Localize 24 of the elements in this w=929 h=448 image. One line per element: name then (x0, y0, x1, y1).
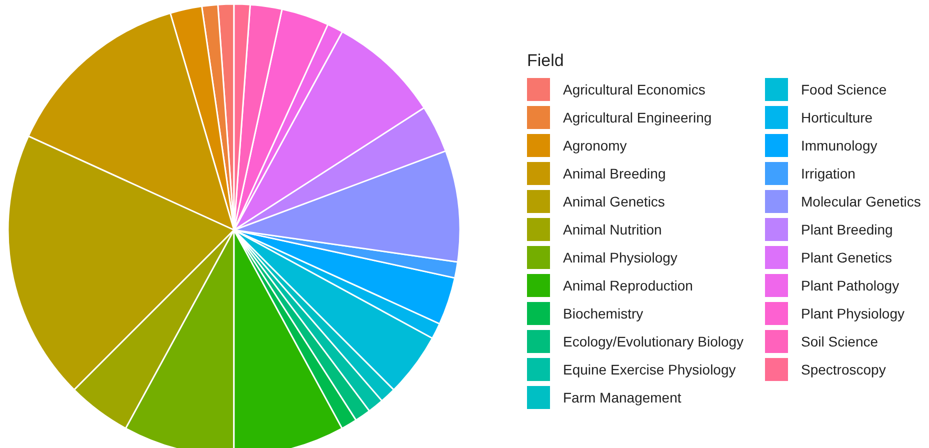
legend-label: Agronomy (563, 138, 627, 154)
legend-label: Ecology/Evolutionary Biology (563, 334, 744, 350)
legend-label: Horticulture (801, 110, 873, 126)
legend-label: Plant Genetics (801, 250, 892, 266)
legend-label: Plant Physiology (801, 306, 905, 322)
legend-label: Plant Breeding (801, 222, 893, 238)
legend-label: Food Science (801, 82, 887, 98)
legend-label: Biochemistry (563, 306, 644, 322)
legend-label: Animal Breeding (563, 166, 666, 182)
legend-label: Irrigation (801, 166, 856, 182)
legend-label: Molecular Genetics (801, 194, 921, 210)
legend-label: Spectroscopy (801, 362, 886, 378)
legend-label: Plant Pathology (801, 278, 900, 294)
legend-title: Field (527, 51, 564, 70)
legend-label: Immunology (801, 138, 878, 154)
legend-label: Animal Reproduction (563, 278, 693, 294)
legend-label: Animal Genetics (563, 194, 665, 210)
legend-label: Agricultural Economics (563, 82, 706, 98)
legend-label: Equine Exercise Physiology (563, 362, 736, 378)
legend-label: Soil Science (801, 334, 878, 350)
legend-label: Agricultural Engineering (563, 110, 712, 126)
legend-label: Animal Physiology (563, 250, 678, 266)
legend-label: Animal Nutrition (563, 222, 662, 238)
legend-label: Farm Management (563, 390, 682, 406)
